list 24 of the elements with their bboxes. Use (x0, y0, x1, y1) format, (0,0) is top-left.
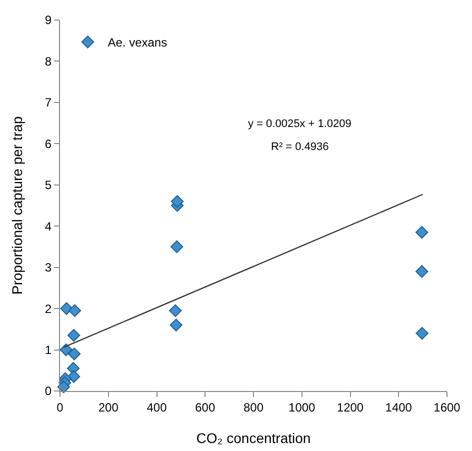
annotation: y = 0.0025x + 1.0209 (248, 118, 352, 130)
x-axis-title: CO₂ concentration (196, 430, 311, 446)
x-tick-label: 1400 (385, 400, 412, 414)
annotation: R² = 0.4936 (271, 141, 329, 153)
x-tick-label: 600 (195, 400, 216, 414)
legend-label: Ae. vexans (108, 36, 168, 50)
x-tick-label: 400 (146, 400, 168, 414)
y-tick-label: 0 (44, 384, 52, 398)
y-tick-label: 3 (44, 260, 52, 275)
y-tick-label: 1 (44, 342, 52, 357)
y-tick-label: 6 (44, 136, 52, 151)
y-tick-label: 8 (44, 54, 52, 68)
y-tick-label: 4 (44, 219, 52, 234)
x-tick-label: 1600 (434, 400, 461, 414)
x-tick-label: 200 (98, 400, 119, 414)
y-tick-label: 2 (44, 302, 52, 316)
y-tick-label: 5 (44, 178, 52, 192)
y-tick-label: 9 (44, 13, 52, 28)
y-axis-title: Proportional capture per trap (9, 116, 25, 295)
y-tick-label: 7 (44, 96, 52, 110)
x-tick-label: 800 (243, 400, 264, 414)
x-tick-label: 1200 (336, 400, 364, 414)
x-tick-label: 1000 (288, 400, 316, 414)
x-tick-label: 0 (56, 400, 64, 414)
